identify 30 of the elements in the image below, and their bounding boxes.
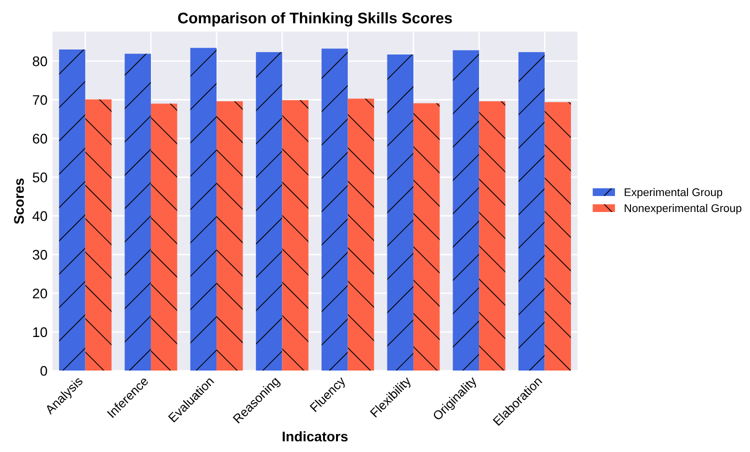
bar (413, 103, 440, 371)
bar (479, 101, 506, 371)
bar (282, 100, 308, 371)
y-tick-label: 10 (33, 327, 48, 338)
y-tick-label: 40 (32, 211, 48, 222)
bar (518, 52, 545, 371)
bar (348, 98, 374, 371)
bar (256, 52, 282, 371)
bar (85, 99, 112, 371)
chart-title: Comparison of Thinking Skills Scores (178, 12, 452, 27)
y-tick-label: 60 (32, 134, 48, 144)
bar (59, 49, 86, 371)
y-tick-label: 50 (32, 172, 48, 182)
bar (322, 48, 348, 371)
legend-label: Experimental Group (624, 188, 722, 198)
legend-label: Nonexperimental Group (624, 204, 742, 214)
y-tick-label: 20 (32, 288, 48, 298)
y-tick-label: 80 (32, 56, 48, 66)
bar (544, 102, 571, 371)
y-tick-label: 0 (40, 366, 48, 376)
bar (387, 54, 414, 371)
bar (124, 54, 151, 371)
y-tick-label: 70 (32, 95, 48, 105)
bar (150, 104, 178, 371)
y-tick-label: 30 (32, 250, 48, 260)
bar (452, 50, 480, 371)
x-axis-title: Indicators (282, 431, 348, 442)
bar (216, 101, 243, 371)
y-axis-title: Scores (14, 178, 24, 224)
bar (190, 48, 217, 371)
